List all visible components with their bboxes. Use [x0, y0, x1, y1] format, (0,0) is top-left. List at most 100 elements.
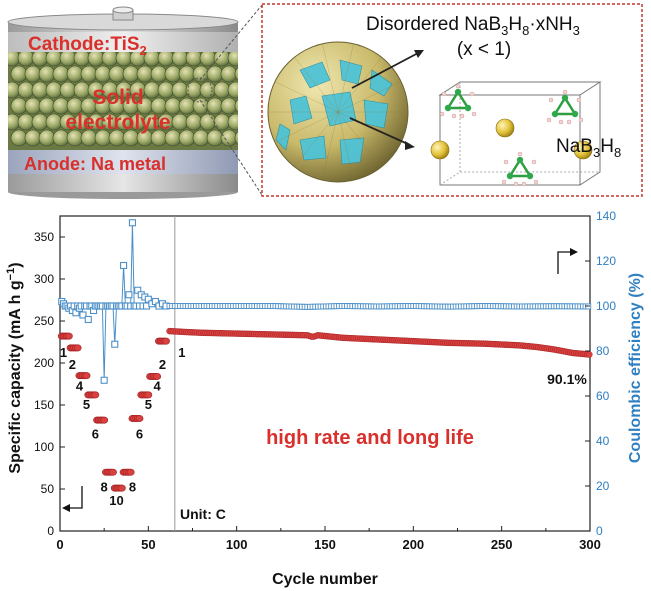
electrolyte-grain: [171, 81, 189, 99]
y-right-tick-label: 140: [596, 209, 616, 223]
electrolyte-grain: [213, 113, 231, 131]
hydrogen-atom: [576, 97, 582, 103]
electrolyte-grain: [171, 52, 189, 67]
electrolyte-grain: [59, 81, 77, 99]
capacity-point: [91, 391, 100, 399]
y-left-tick-label: 150: [34, 398, 54, 412]
right-axis-arrow: [557, 248, 578, 274]
electrolyte-grain: [157, 81, 175, 99]
sodium-atom: [495, 118, 515, 138]
disordered-domain: [363, 99, 389, 129]
rate-label: 8: [101, 480, 108, 495]
retention-annotation: 90.1%: [547, 371, 587, 387]
electrolyte-grain: [185, 52, 203, 67]
hydrogen-atom: [546, 117, 552, 123]
x-tick-label: 200: [402, 537, 424, 552]
electrolyte-grain: [31, 81, 49, 99]
electrolyte-particle: [267, 41, 409, 183]
b3h8-cluster: [507, 157, 533, 178]
capacity-point: [126, 468, 135, 476]
x-tick-label: 300: [579, 537, 601, 552]
disordered-domain: [339, 137, 365, 165]
left-axis-arrow: [62, 486, 83, 512]
electrolyte-grain: [178, 129, 196, 147]
y-right-tick-label: 0: [596, 524, 603, 538]
electrolyte-grain: [157, 52, 175, 67]
electrolyte-grain: [8, 81, 21, 99]
hydrogen-atom: [517, 151, 523, 157]
anode-layer: [8, 150, 238, 174]
electrolyte-grain: [192, 97, 210, 115]
hydrogen-atom: [548, 97, 554, 103]
sodium-atom: [573, 140, 593, 160]
x-tick-label: 0: [56, 537, 63, 552]
electrolyte-grain: [234, 67, 238, 81]
capacity-point: [153, 372, 162, 380]
efficiency-excursion-line: [121, 265, 126, 307]
rate-label: 6: [136, 427, 143, 442]
boron-atom: [561, 94, 569, 102]
efficiency-point: [120, 261, 128, 270]
zoom-line-bottom: [199, 99, 263, 196]
zoom-line-top: [199, 4, 263, 81]
electrolyte-grain: [136, 65, 154, 83]
hydrogen-atom: [459, 113, 465, 119]
y-left-tick-label: 300: [34, 272, 54, 286]
hydrogen-atom: [566, 119, 572, 125]
electrolyte-grain: [38, 65, 56, 83]
capacity-point: [109, 468, 117, 476]
anode-label: Anode: Na metal: [24, 154, 166, 174]
electrolyte-grain: [45, 81, 63, 99]
y-left-tick-label: 50: [41, 482, 55, 496]
electrolyte-grain: [234, 131, 238, 145]
electrolyte-grain: [213, 81, 231, 99]
x-tick-label: 250: [491, 537, 513, 552]
capacity-point: [100, 416, 109, 424]
disordered-phase-label: Disordered NaB3H8·xNH3: [366, 14, 580, 38]
hydrogen-atom: [533, 179, 539, 185]
electrolyte-grain: [192, 129, 210, 147]
cathode-label: Cathode:TiS2: [28, 34, 147, 58]
x-tick-label: 100: [226, 537, 248, 552]
schematic-figure: Cathode:TiS2 Solid electrolyte Anode: Na…: [7, 3, 643, 199]
electrolyte-grain: [8, 52, 21, 67]
electrolyte-grain: [45, 113, 63, 131]
efficiency-point: [84, 315, 92, 324]
electrolyte-grain: [234, 99, 238, 113]
electrolyte-grain: [164, 65, 182, 83]
efficiency-point: [128, 219, 136, 227]
hydrogen-atom: [439, 111, 445, 117]
disordered-domain: [299, 135, 327, 161]
cathode-layer: [8, 32, 238, 54]
electrolyte-grain: [220, 65, 238, 83]
electrolyte-grain: [31, 113, 49, 131]
electrolyte-label-line1: Solid: [92, 86, 143, 109]
boron-atom: [506, 172, 514, 180]
electrolyte-label-line2: electrolyte: [65, 111, 170, 134]
sodium-atom: [430, 140, 450, 160]
unit-annotation: Unit: C: [180, 506, 226, 522]
x-tick-label: 50: [141, 537, 155, 552]
electrolyte-grain: [227, 113, 238, 131]
disordered-domain: [289, 95, 313, 125]
y-right-tick-label: 40: [596, 434, 610, 448]
electrolyte-grain: [80, 65, 98, 83]
boron-atom: [516, 156, 524, 164]
y-right-tick-label: 60: [596, 389, 610, 403]
y-left-tick-label: 250: [34, 314, 54, 328]
electrolyte-grain: [206, 97, 224, 115]
efficiency-point: [125, 291, 133, 299]
y-left-tick-label: 100: [34, 440, 54, 454]
electrolyte-grain: [8, 113, 21, 131]
hydrogen-atom: [513, 181, 519, 187]
main-annotation: high rate and long life: [266, 427, 474, 449]
boron-atom: [454, 88, 462, 96]
rate-label: 4: [154, 379, 162, 394]
electrolyte-layer: [8, 52, 238, 152]
electrolyte-grain: [220, 97, 238, 115]
capacity-point: [162, 337, 170, 345]
rate-label: 6: [92, 427, 99, 442]
rate-label: 5: [83, 397, 90, 412]
y-axis-right-label: Coulombic efficiency (%): [627, 273, 644, 463]
